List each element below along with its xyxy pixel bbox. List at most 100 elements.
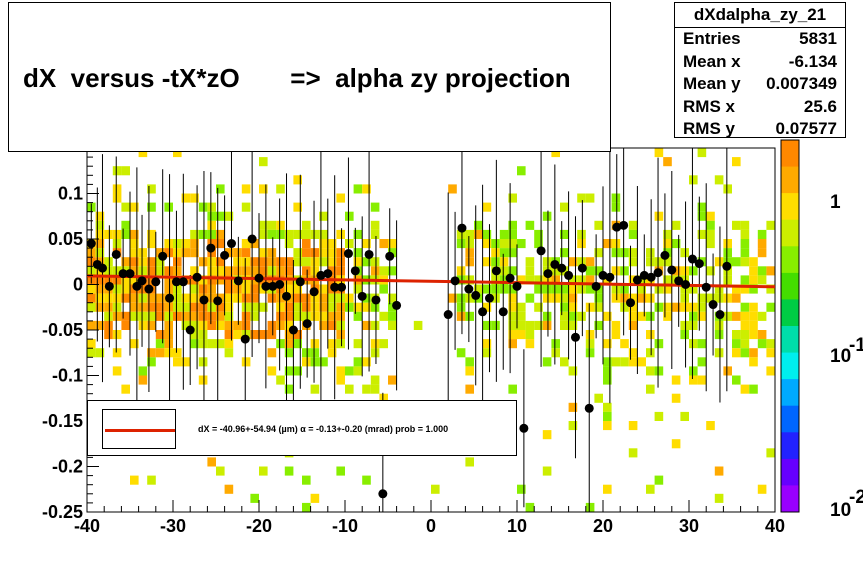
heat-cell: [740, 330, 750, 340]
heat-cell: [766, 339, 775, 349]
heat-cell: [336, 466, 345, 476]
profile-point: [646, 272, 656, 282]
heat-cell: [611, 193, 621, 203]
heat-cell: [465, 239, 474, 249]
profile-point: [337, 282, 347, 292]
heat-cell: [577, 284, 586, 294]
heat-cell: [388, 311, 397, 321]
heat-cell: [224, 275, 234, 285]
heat-cell: [130, 475, 139, 485]
heat-cell: [465, 457, 474, 467]
heat-cell: [508, 320, 517, 330]
heat-cell: [680, 266, 689, 276]
heat-cell: [198, 275, 208, 285]
heat-cell: [224, 284, 234, 294]
heat-cell: [224, 348, 234, 358]
heat-cell: [697, 211, 707, 221]
heat-cell: [456, 348, 466, 358]
heat-cell: [138, 248, 148, 258]
profile-point: [512, 281, 522, 291]
heat-cell: [740, 275, 750, 285]
heat-cell: [482, 257, 492, 267]
profile-point: [330, 282, 340, 292]
heat-cell: [207, 275, 216, 285]
heat-cell: [284, 339, 294, 349]
profile-point: [199, 295, 209, 305]
heat-cell: [259, 220, 268, 230]
heat-cell: [362, 239, 371, 249]
heat-cell: [198, 330, 208, 340]
heat-cell: [370, 320, 380, 330]
heat-cell: [302, 257, 311, 267]
heat-cell: [508, 229, 517, 239]
profile-point: [667, 265, 677, 275]
profile-point: [674, 276, 684, 286]
heat-cell: [241, 266, 251, 276]
profile-point: [543, 269, 553, 279]
heat-cell: [198, 311, 208, 321]
profile-point: [137, 276, 147, 286]
heat-cell: [173, 293, 182, 303]
heat-cell: [259, 266, 268, 276]
heat-cell: [499, 266, 509, 276]
heat-cell: [714, 493, 724, 503]
heat-cell: [164, 248, 173, 258]
heat-cell: [611, 202, 621, 212]
heat-cell: [525, 266, 535, 276]
heat-cell: [147, 229, 156, 239]
profile-point: [111, 249, 121, 259]
heat-cell: [723, 311, 732, 321]
heat-cell: [577, 193, 586, 203]
heat-cell: [87, 302, 96, 312]
heat-cell: [663, 275, 672, 285]
heat-cell: [181, 193, 191, 203]
heat-cell: [353, 302, 363, 312]
heat-cell: [207, 202, 216, 212]
heat-cell: [302, 502, 311, 512]
heat-cell: [284, 366, 294, 376]
profile-point: [681, 280, 691, 289]
heat-cell: [585, 275, 595, 285]
heat-cell: [431, 484, 440, 494]
heat-cell: [164, 330, 173, 340]
y-tick-label: -0.2: [52, 457, 83, 477]
heat-cell: [534, 302, 543, 312]
heat-cell: [224, 311, 234, 321]
heat-cell: [284, 384, 294, 394]
heat-cell: [370, 375, 380, 385]
heat-cell: [560, 302, 569, 312]
heat-cell: [207, 339, 216, 349]
heat-cell: [646, 330, 655, 340]
heat-cell: [749, 284, 758, 294]
heat-cell: [370, 229, 380, 239]
heat-cell: [491, 284, 500, 294]
heat-cell: [147, 257, 156, 267]
heat-cell: [517, 311, 526, 321]
heat-cell: [233, 284, 242, 294]
heat-cell: [594, 302, 603, 312]
heat-cell: [474, 284, 483, 294]
heat-cell: [259, 466, 268, 476]
heat-cell: [560, 202, 569, 212]
profile-point: [484, 293, 494, 303]
profile-point: [694, 259, 704, 269]
heat-cell: [542, 275, 552, 285]
heat-cell: [198, 357, 208, 367]
palette-segment: [781, 485, 799, 513]
profile-point: [151, 277, 161, 287]
heat-cell: [302, 302, 311, 312]
heat-cell: [276, 339, 285, 349]
heat-cell: [732, 339, 741, 349]
heat-cell: [276, 293, 285, 303]
heat-cell: [164, 266, 173, 276]
heat-cell: [241, 330, 251, 340]
heat-cell: [216, 257, 225, 267]
profile-point: [125, 269, 135, 279]
heat-cell: [697, 339, 707, 349]
profile-point: [605, 272, 615, 282]
heat-cell: [723, 184, 732, 194]
profile-point: [570, 332, 580, 342]
heat-cell: [646, 293, 655, 303]
heat-cell: [663, 311, 672, 321]
